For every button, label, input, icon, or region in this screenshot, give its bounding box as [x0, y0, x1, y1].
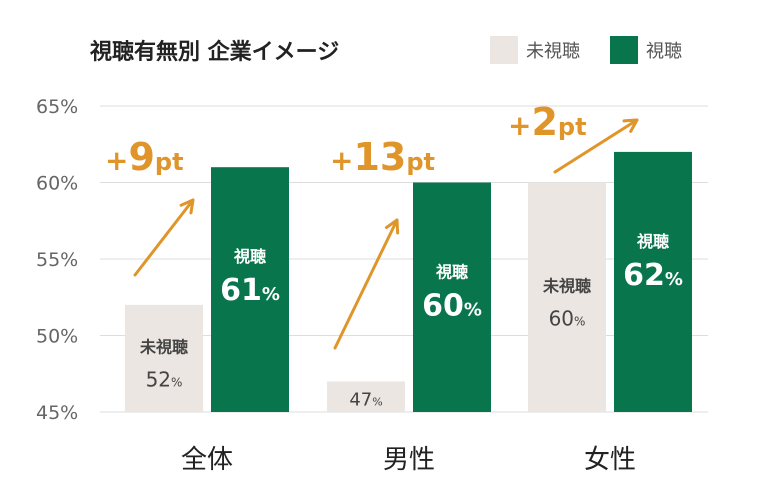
- x-category-label: 女性: [584, 445, 636, 475]
- y-tick-label: 45%: [36, 402, 78, 424]
- trend-arrow: [333, 218, 399, 350]
- x-category-label: 男性: [383, 445, 435, 475]
- y-tick-label: 65%: [36, 96, 78, 118]
- bar-inner-label: 未視聴: [139, 337, 188, 356]
- bar-viewed: [614, 151, 692, 412]
- legend-swatch-viewed: [610, 36, 638, 64]
- legend-item-not-viewed: 未視聴: [490, 36, 580, 64]
- trend-arrow-head: [384, 218, 400, 235]
- trend-arrow-head: [622, 118, 639, 133]
- bar-not-viewed: [528, 182, 606, 412]
- data-label-not-viewed: 47%: [349, 389, 382, 410]
- data-label-viewed: 61%: [220, 273, 280, 308]
- bar-viewed: [211, 167, 289, 412]
- bar-inner-label: 視聴: [233, 247, 266, 266]
- trend-arrow-head: [179, 198, 195, 215]
- y-tick-label: 50%: [36, 326, 78, 348]
- difference-annotation: +9pt: [105, 135, 184, 179]
- x-category-label: 全体: [181, 445, 233, 475]
- trend-arrow: [553, 118, 639, 174]
- legend-swatch-not-viewed: [490, 36, 518, 64]
- chart-title: 視聴有無別 企業イメージ: [90, 40, 340, 65]
- trend-arrow: [133, 198, 195, 277]
- data-label-not-viewed: 60%: [549, 306, 586, 330]
- data-label-not-viewed: 52%: [146, 367, 183, 391]
- bar-not-viewed: [125, 304, 203, 412]
- bar-inner-label: 視聴: [435, 263, 468, 282]
- bar-inner-label: 未視聴: [542, 276, 591, 295]
- data-label-viewed: 60%: [422, 289, 482, 324]
- data-label-viewed: 62%: [623, 258, 683, 293]
- y-tick-label: 60%: [36, 173, 78, 195]
- legend-label-not-viewed: 未視聴: [526, 41, 580, 62]
- bar-not-viewed: [327, 381, 405, 412]
- difference-annotation: +13pt: [330, 135, 435, 179]
- legend-label-viewed: 視聴: [646, 41, 682, 62]
- difference-annotation: +2pt: [508, 100, 587, 144]
- bar-inner-label: 視聴: [636, 232, 669, 251]
- legend-item-viewed: 視聴: [610, 36, 682, 64]
- bar-viewed: [413, 182, 491, 412]
- y-tick-label: 55%: [36, 249, 78, 271]
